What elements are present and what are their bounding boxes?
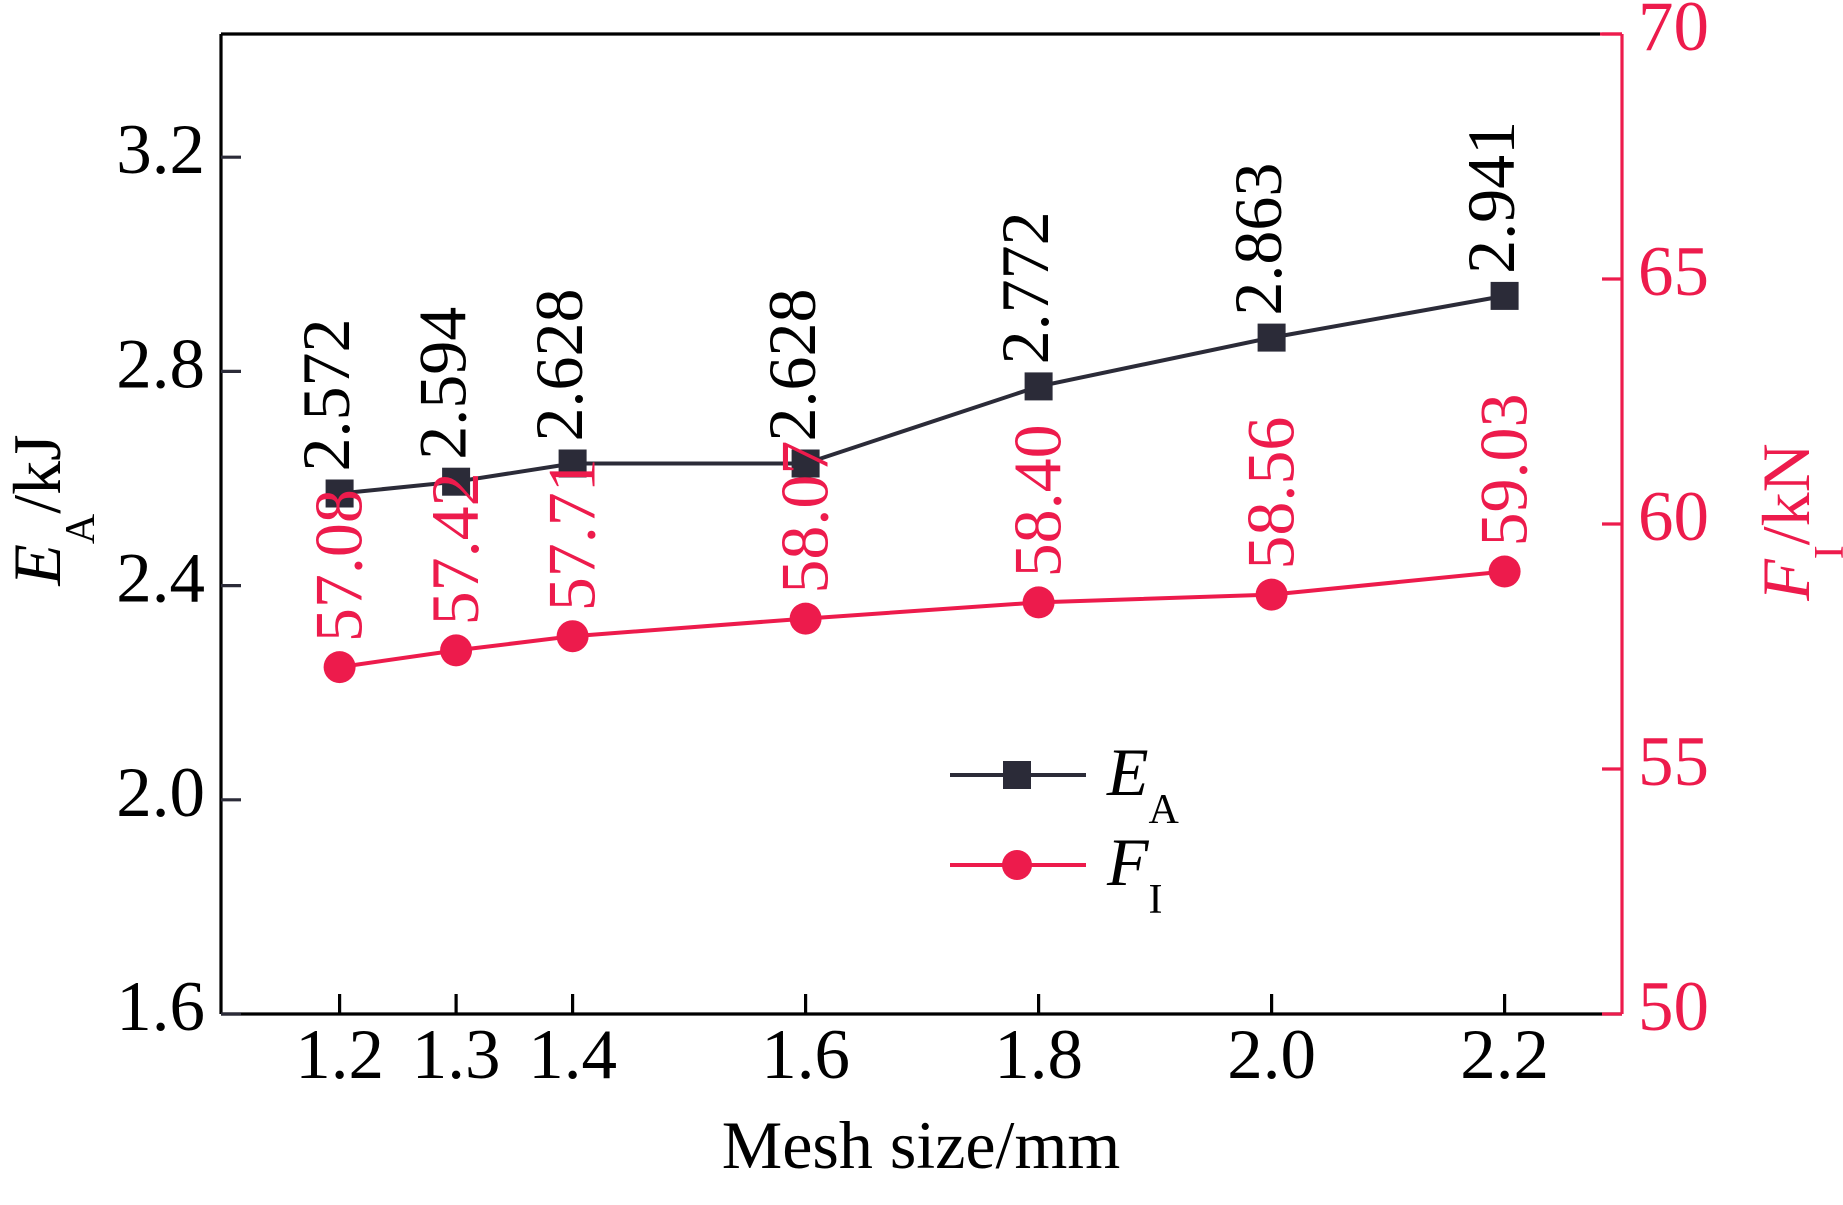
- svg-text:EA/kJ: EA/kJ: [0, 434, 104, 586]
- svg-text:2.863: 2.863: [1220, 163, 1296, 316]
- svg-text:60: 60: [1638, 478, 1709, 556]
- svg-text:58.40: 58.40: [1000, 424, 1076, 577]
- svg-text:57.08: 57.08: [301, 489, 377, 642]
- svg-text:Mesh size/mm: Mesh size/mm: [722, 1107, 1121, 1183]
- svg-text:2.8: 2.8: [116, 325, 205, 403]
- svg-text:58.56: 58.56: [1233, 417, 1309, 570]
- svg-text:FI: FI: [1106, 824, 1163, 923]
- svg-text:2.2: 2.2: [1460, 1016, 1549, 1094]
- svg-text:2.628: 2.628: [521, 289, 597, 442]
- svg-text:55: 55: [1638, 723, 1709, 801]
- svg-text:1.4: 1.4: [528, 1016, 617, 1094]
- svg-text:2.4: 2.4: [116, 540, 205, 618]
- svg-text:57.71: 57.71: [534, 458, 610, 611]
- svg-text:2.572: 2.572: [288, 319, 364, 472]
- svg-text:57.42: 57.42: [417, 472, 493, 625]
- svg-text:2.0: 2.0: [1227, 1016, 1316, 1094]
- svg-text:1.6: 1.6: [116, 968, 205, 1046]
- svg-text:2.772: 2.772: [987, 211, 1063, 364]
- svg-text:2.594: 2.594: [405, 307, 481, 460]
- svg-text:50: 50: [1638, 968, 1709, 1046]
- svg-text:FI/kN: FI/kN: [1748, 443, 1843, 602]
- svg-text:59.03: 59.03: [1466, 394, 1542, 547]
- svg-text:1.2: 1.2: [295, 1016, 384, 1094]
- svg-text:58.07: 58.07: [767, 441, 843, 594]
- svg-text:2.628: 2.628: [754, 289, 830, 442]
- svg-text:1.3: 1.3: [412, 1016, 501, 1094]
- svg-text:3.2: 3.2: [116, 111, 205, 189]
- svg-text:1.6: 1.6: [761, 1016, 850, 1094]
- svg-text:EA: EA: [1106, 734, 1180, 833]
- svg-text:70: 70: [1638, 0, 1709, 66]
- svg-text:2.941: 2.941: [1453, 121, 1529, 274]
- svg-text:2.0: 2.0: [116, 754, 205, 832]
- svg-text:1.8: 1.8: [994, 1016, 1083, 1094]
- svg-text:65: 65: [1638, 233, 1709, 311]
